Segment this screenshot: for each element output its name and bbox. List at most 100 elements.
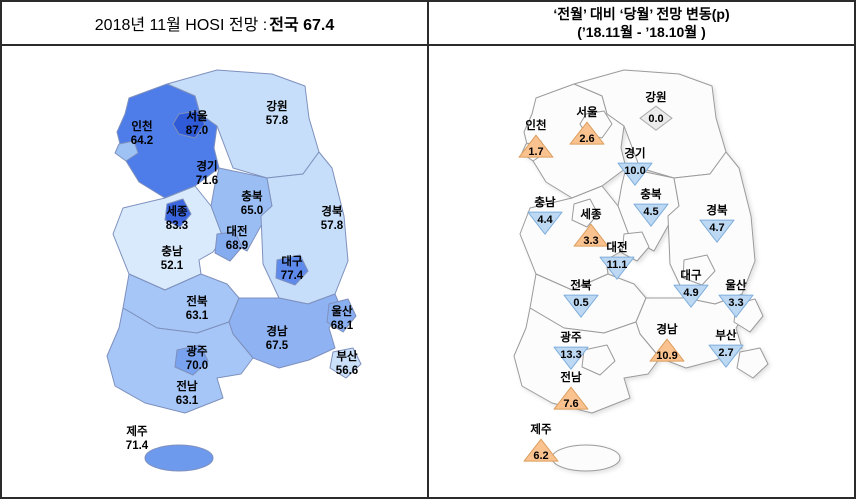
region-shape-jeju xyxy=(551,444,621,472)
marker-region-name: 부산 xyxy=(715,330,737,343)
forecast-choropleth-map xyxy=(106,69,362,472)
region-label-incheon: 인천 64.2 xyxy=(131,121,153,149)
change-marker-busan: 부산 2.7 xyxy=(706,330,746,370)
left-panel-forecast-map: 2018년 11월 HOSI 전망 : 전국 67.4 서울 87.0 인천 64.2… xyxy=(2,2,429,497)
region-name: 강원 xyxy=(266,101,288,114)
up-triangle-icon: 7.6 xyxy=(553,386,589,410)
svg-text:2.6: 2.6 xyxy=(579,133,594,145)
region-value: 71.6 xyxy=(195,175,219,187)
change-marker-jeju: 제주 6.2 xyxy=(521,424,561,464)
svg-text:13.3: 13.3 xyxy=(560,349,581,361)
region-label-gyeonggi: 경기 71.6 xyxy=(196,161,218,189)
region-value: 83.3 xyxy=(165,220,189,232)
marker-region-name: 서울 xyxy=(576,107,598,120)
region-value: 63.1 xyxy=(175,395,199,407)
marker-region-name: 광주 xyxy=(560,332,582,345)
marker-region-name: 충남 xyxy=(534,197,556,210)
region-label-chungnam: 충남 52.1 xyxy=(161,246,183,274)
svg-text:10.9: 10.9 xyxy=(656,350,677,362)
change-marker-seoul: 서울 2.6 xyxy=(567,107,607,147)
svg-text:0.0: 0.0 xyxy=(648,113,663,125)
region-label-gyeongbuk: 경북 57.8 xyxy=(321,206,343,234)
region-value: 68.1 xyxy=(330,320,354,332)
change-marker-gangwon: 강원 0.0 xyxy=(636,92,676,132)
change-marker-gyeonggi: 경기 10.0 xyxy=(615,148,655,188)
left-title-strong: 전국 67.4 xyxy=(269,17,335,34)
marker-region-name: 경북 xyxy=(706,205,728,218)
change-marker-ulsan: 울산 3.3 xyxy=(716,280,756,320)
region-name: 제주 xyxy=(126,426,148,439)
region-name: 경남 xyxy=(266,326,288,339)
svg-text:4.7: 4.7 xyxy=(709,222,724,234)
left-panel-title: 2018년 11월 HOSI 전망 : 전국 67.4 xyxy=(2,2,427,46)
region-name: 인천 xyxy=(131,121,153,134)
up-triangle-icon: 1.7 xyxy=(518,134,554,158)
down-triangle-icon: 3.3 xyxy=(718,294,754,318)
marker-region-name: 세종 xyxy=(580,209,602,222)
region-shape-busan xyxy=(329,347,362,379)
region-name: 세종 xyxy=(166,206,188,219)
region-shape-sejong xyxy=(571,198,599,228)
down-triangle-icon: 0.5 xyxy=(563,294,599,318)
change-map-area: 강원 0.0 서울 2.6 인천 1.7 경기 10.0 충북 4.5 충남 4.4 세종 3.3 경북 4.… xyxy=(429,48,854,497)
svg-text:4.9: 4.9 xyxy=(683,287,698,299)
region-name: 경기 xyxy=(196,161,218,174)
region-shape-daegu xyxy=(682,254,716,286)
svg-text:2.7: 2.7 xyxy=(718,347,733,359)
left-title-text: 2018년 11월 HOSI 전망 : xyxy=(94,17,268,34)
right-panel-change-map: ‘전월’ 대비 ‘당월’ 전망 변동(p) (’18.11월 - ’18.10월… xyxy=(429,2,854,497)
region-label-daejeon: 대전 68.9 xyxy=(226,226,248,254)
region-value: 56.6 xyxy=(335,365,359,377)
svg-text:4.4: 4.4 xyxy=(537,214,553,226)
change-marker-daegu: 대구 4.9 xyxy=(671,270,711,310)
no-change-diamond-icon: 0.0 xyxy=(639,105,673,131)
change-marker-chungnam: 충남 4.4 xyxy=(525,197,565,237)
svg-text:3.3: 3.3 xyxy=(728,297,743,309)
region-label-seoul: 서울 87.0 xyxy=(186,111,208,139)
down-triangle-icon: 4.4 xyxy=(527,211,563,235)
right-title-line1: ‘전월’ 대비 ‘당월’ 전망 변동(p) xyxy=(553,5,730,22)
region-name: 충북 xyxy=(241,191,263,204)
region-name: 대구 xyxy=(281,256,303,269)
region-shape-daejeon xyxy=(214,231,243,262)
region-label-daegu: 대구 77.4 xyxy=(281,256,303,284)
region-label-jeju: 제주 71.4 xyxy=(126,426,148,454)
region-name: 전북 xyxy=(186,296,208,309)
marker-region-name: 강원 xyxy=(645,92,667,105)
up-triangle-icon: 3.3 xyxy=(573,223,609,247)
region-name: 울산 xyxy=(331,306,353,319)
svg-text:11.1: 11.1 xyxy=(607,259,628,271)
right-title-line2: (’18.11월 - ’18.10월 ) xyxy=(577,24,706,40)
region-shape-ulsan xyxy=(326,298,357,333)
region-name: 광주 xyxy=(186,346,208,359)
down-triangle-icon: 4.7 xyxy=(699,219,735,243)
region-name: 서울 xyxy=(186,111,208,124)
svg-text:10.0: 10.0 xyxy=(624,165,645,177)
up-triangle-icon: 6.2 xyxy=(523,438,559,462)
region-shape-gwangju xyxy=(174,344,209,376)
change-marker-jeonbuk: 전북 0.5 xyxy=(561,280,601,320)
region-value: 67.5 xyxy=(265,340,289,352)
change-marker-sejong: 세종 3.3 xyxy=(571,209,611,249)
region-label-chungbuk: 충북 65.0 xyxy=(241,191,263,219)
svg-text:0.5: 0.5 xyxy=(573,297,588,309)
change-marker-incheon: 인천 1.7 xyxy=(516,120,556,160)
marker-region-name: 전남 xyxy=(560,372,582,385)
region-shape-daegu xyxy=(275,254,309,286)
region-label-jeonnam: 전남 63.1 xyxy=(176,381,198,409)
region-label-gangwon: 강원 57.8 xyxy=(266,101,288,129)
forecast-map-area: 서울 87.0 인천 64.2 경기 71.6 강원 57.8 충북 65.0 충남 52.1 세종 83… xyxy=(2,48,427,497)
down-triangle-icon: 2.7 xyxy=(708,344,744,368)
marker-region-name: 전북 xyxy=(570,280,592,293)
region-label-busan: 부산 56.6 xyxy=(336,351,358,379)
region-label-ulsan: 울산 68.1 xyxy=(331,306,353,334)
marker-region-name: 대구 xyxy=(680,270,702,283)
down-triangle-icon: 4.9 xyxy=(673,284,709,308)
region-shape-chungnam xyxy=(112,185,224,291)
region-shape-busan xyxy=(736,347,769,379)
region-value: 57.8 xyxy=(320,220,344,232)
region-name: 충남 xyxy=(161,246,183,259)
up-triangle-icon: 10.9 xyxy=(649,338,685,362)
region-label-jeonbuk: 전북 63.1 xyxy=(186,296,208,324)
